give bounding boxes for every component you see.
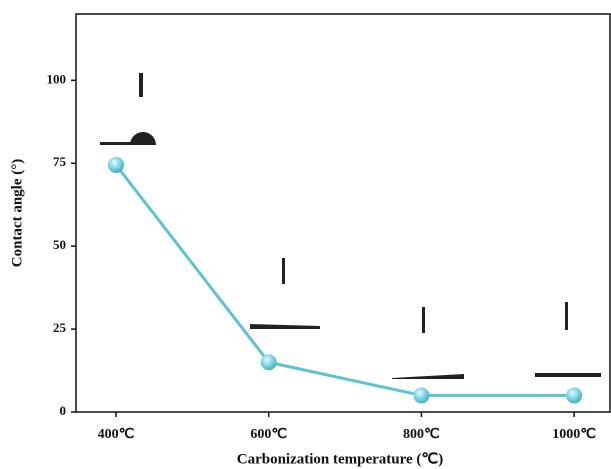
- marker: [108, 156, 124, 173]
- plot-frame: [75, 13, 611, 413]
- y-tick-label: 100: [47, 71, 67, 86]
- droplet-images: [100, 73, 601, 379]
- x-tick-label: 800℃: [403, 427, 440, 442]
- y-tick-label: 0: [60, 403, 67, 418]
- x-tick-label: 1000℃: [552, 427, 596, 442]
- marker: [260, 354, 277, 371]
- y-tick-label: 50: [53, 237, 66, 252]
- x-axis-label: Carbonization temperature (℃): [237, 451, 444, 467]
- y-tick-label: 25: [53, 320, 67, 335]
- x-tick-label: 400℃: [98, 427, 135, 442]
- marker: [413, 387, 430, 404]
- y-tick-label: 75: [53, 154, 67, 169]
- marker: [566, 387, 583, 404]
- x-tick-label: 600℃: [250, 427, 287, 442]
- line: [114, 163, 575, 397]
- y-axis-label: Contact angle (°): [9, 159, 25, 267]
